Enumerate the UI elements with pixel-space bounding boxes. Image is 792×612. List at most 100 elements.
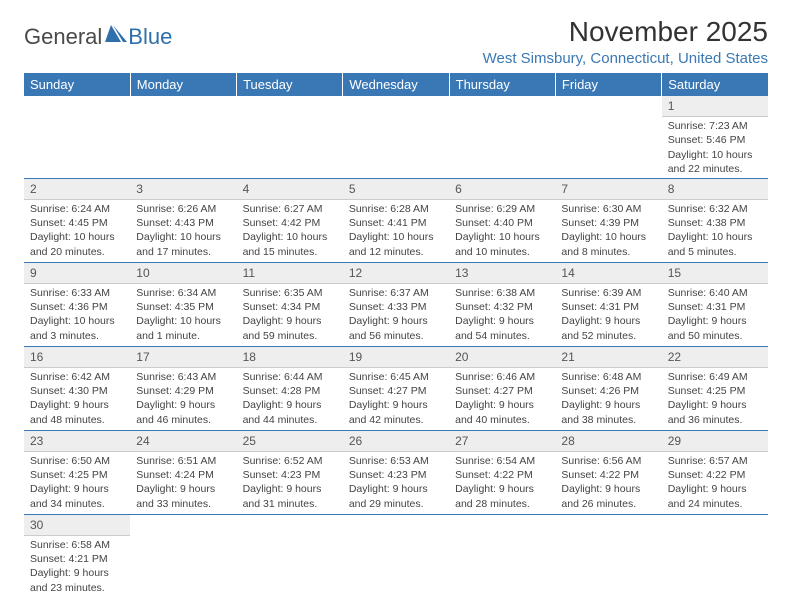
calendar-day-cell: 17Sunrise: 6:43 AMSunset: 4:29 PMDayligh… <box>130 346 236 430</box>
daylight-text: Daylight: 9 hours and 56 minutes. <box>349 314 443 342</box>
daylight-text: Daylight: 9 hours and 50 minutes. <box>668 314 762 342</box>
sunset-text: Sunset: 4:26 PM <box>561 384 655 398</box>
sunset-text: Sunset: 4:39 PM <box>561 216 655 230</box>
sunrise-text: Sunrise: 6:35 AM <box>243 286 337 300</box>
day-number: 19 <box>343 347 449 368</box>
sunrise-text: Sunrise: 6:44 AM <box>243 370 337 384</box>
calendar-day-cell: 25Sunrise: 6:52 AMSunset: 4:23 PMDayligh… <box>237 430 343 514</box>
sunrise-text: Sunrise: 7:23 AM <box>668 119 762 133</box>
daylight-text: Daylight: 9 hours and 33 minutes. <box>136 482 230 510</box>
day-number: 9 <box>24 263 130 284</box>
day-details: Sunrise: 6:50 AMSunset: 4:25 PMDaylight:… <box>24 452 130 513</box>
sunrise-text: Sunrise: 6:29 AM <box>455 202 549 216</box>
sunrise-text: Sunrise: 6:32 AM <box>668 202 762 216</box>
day-number: 27 <box>449 431 555 452</box>
day-details: Sunrise: 6:39 AMSunset: 4:31 PMDaylight:… <box>555 284 661 345</box>
daylight-text: Daylight: 9 hours and 44 minutes. <box>243 398 337 426</box>
day-number: 2 <box>24 179 130 200</box>
daylight-text: Daylight: 10 hours and 10 minutes. <box>455 230 549 258</box>
calendar-week-row: ............1Sunrise: 7:23 AMSunset: 5:4… <box>24 96 768 178</box>
sunset-text: Sunset: 4:34 PM <box>243 300 337 314</box>
daylight-text: Daylight: 9 hours and 34 minutes. <box>30 482 124 510</box>
sunrise-text: Sunrise: 6:45 AM <box>349 370 443 384</box>
weekday-header: Friday <box>555 73 661 96</box>
sunrise-text: Sunrise: 6:42 AM <box>30 370 124 384</box>
daylight-text: Daylight: 10 hours and 5 minutes. <box>668 230 762 258</box>
calendar-day-cell: .. <box>343 514 449 598</box>
day-number: 15 <box>662 263 768 284</box>
daylight-text: Daylight: 10 hours and 12 minutes. <box>349 230 443 258</box>
sunset-text: Sunset: 4:41 PM <box>349 216 443 230</box>
sunrise-text: Sunrise: 6:51 AM <box>136 454 230 468</box>
calendar-day-cell: 27Sunrise: 6:54 AMSunset: 4:22 PMDayligh… <box>449 430 555 514</box>
calendar-day-cell: 12Sunrise: 6:37 AMSunset: 4:33 PMDayligh… <box>343 262 449 346</box>
title-block: November 2025 West Simsbury, Connecticut… <box>483 16 768 67</box>
calendar-day-cell: 4Sunrise: 6:27 AMSunset: 4:42 PMDaylight… <box>237 178 343 262</box>
daylight-text: Daylight: 9 hours and 40 minutes. <box>455 398 549 426</box>
day-number: 1 <box>662 96 768 117</box>
day-number: 14 <box>555 263 661 284</box>
calendar-day-cell: .. <box>24 96 130 178</box>
sunset-text: Sunset: 4:23 PM <box>243 468 337 482</box>
sunset-text: Sunset: 4:22 PM <box>668 468 762 482</box>
calendar-day-cell: 19Sunrise: 6:45 AMSunset: 4:27 PMDayligh… <box>343 346 449 430</box>
calendar-day-cell: 13Sunrise: 6:38 AMSunset: 4:32 PMDayligh… <box>449 262 555 346</box>
calendar-day-cell: 3Sunrise: 6:26 AMSunset: 4:43 PMDaylight… <box>130 178 236 262</box>
daylight-text: Daylight: 10 hours and 20 minutes. <box>30 230 124 258</box>
daylight-text: Daylight: 9 hours and 26 minutes. <box>561 482 655 510</box>
calendar-day-cell: 8Sunrise: 6:32 AMSunset: 4:38 PMDaylight… <box>662 178 768 262</box>
sunset-text: Sunset: 4:31 PM <box>668 300 762 314</box>
daylight-text: Daylight: 9 hours and 52 minutes. <box>561 314 655 342</box>
sunset-text: Sunset: 4:42 PM <box>243 216 337 230</box>
calendar-day-cell: .. <box>130 96 236 178</box>
day-number: 4 <box>237 179 343 200</box>
daylight-text: Daylight: 9 hours and 54 minutes. <box>455 314 549 342</box>
calendar-day-cell: .. <box>555 514 661 598</box>
calendar-day-cell: .. <box>449 514 555 598</box>
sunset-text: Sunset: 4:32 PM <box>455 300 549 314</box>
page-header: General Blue November 2025 West Simsbury… <box>24 16 768 67</box>
daylight-text: Daylight: 10 hours and 3 minutes. <box>30 314 124 342</box>
calendar-day-cell: 24Sunrise: 6:51 AMSunset: 4:24 PMDayligh… <box>130 430 236 514</box>
calendar-week-row: 2Sunrise: 6:24 AMSunset: 4:45 PMDaylight… <box>24 178 768 262</box>
day-details: Sunrise: 6:49 AMSunset: 4:25 PMDaylight:… <box>662 368 768 429</box>
calendar-table: SundayMondayTuesdayWednesdayThursdayFrid… <box>24 73 768 598</box>
daylight-text: Daylight: 9 hours and 46 minutes. <box>136 398 230 426</box>
calendar-week-row: 23Sunrise: 6:50 AMSunset: 4:25 PMDayligh… <box>24 430 768 514</box>
day-details: Sunrise: 6:24 AMSunset: 4:45 PMDaylight:… <box>24 200 130 261</box>
sunset-text: Sunset: 4:21 PM <box>30 552 124 566</box>
daylight-text: Daylight: 10 hours and 15 minutes. <box>243 230 337 258</box>
calendar-day-cell: 18Sunrise: 6:44 AMSunset: 4:28 PMDayligh… <box>237 346 343 430</box>
day-details: Sunrise: 6:40 AMSunset: 4:31 PMDaylight:… <box>662 284 768 345</box>
day-details: Sunrise: 6:58 AMSunset: 4:21 PMDaylight:… <box>24 536 130 597</box>
day-details: Sunrise: 6:29 AMSunset: 4:40 PMDaylight:… <box>449 200 555 261</box>
day-number: 30 <box>24 515 130 536</box>
daylight-text: Daylight: 10 hours and 17 minutes. <box>136 230 230 258</box>
month-title: November 2025 <box>483 16 768 48</box>
sunrise-text: Sunrise: 6:37 AM <box>349 286 443 300</box>
day-number: 17 <box>130 347 236 368</box>
day-number: 23 <box>24 431 130 452</box>
sunset-text: Sunset: 4:23 PM <box>349 468 443 482</box>
calendar-day-cell: 23Sunrise: 6:50 AMSunset: 4:25 PMDayligh… <box>24 430 130 514</box>
sunrise-text: Sunrise: 6:57 AM <box>668 454 762 468</box>
calendar-day-cell: .. <box>237 514 343 598</box>
calendar-day-cell: 9Sunrise: 6:33 AMSunset: 4:36 PMDaylight… <box>24 262 130 346</box>
calendar-day-cell: 15Sunrise: 6:40 AMSunset: 4:31 PMDayligh… <box>662 262 768 346</box>
calendar-day-cell: 22Sunrise: 6:49 AMSunset: 4:25 PMDayligh… <box>662 346 768 430</box>
day-number: 18 <box>237 347 343 368</box>
sunrise-text: Sunrise: 6:54 AM <box>455 454 549 468</box>
day-details: Sunrise: 6:52 AMSunset: 4:23 PMDaylight:… <box>237 452 343 513</box>
sunrise-text: Sunrise: 6:26 AM <box>136 202 230 216</box>
daylight-text: Daylight: 9 hours and 36 minutes. <box>668 398 762 426</box>
sunset-text: Sunset: 4:43 PM <box>136 216 230 230</box>
sunrise-text: Sunrise: 6:33 AM <box>30 286 124 300</box>
sunrise-text: Sunrise: 6:52 AM <box>243 454 337 468</box>
weekday-header: Monday <box>130 73 236 96</box>
sunset-text: Sunset: 4:22 PM <box>455 468 549 482</box>
day-details: Sunrise: 6:43 AMSunset: 4:29 PMDaylight:… <box>130 368 236 429</box>
daylight-text: Daylight: 10 hours and 1 minute. <box>136 314 230 342</box>
calendar-day-cell: .. <box>662 514 768 598</box>
day-number: 29 <box>662 431 768 452</box>
calendar-day-cell: 30Sunrise: 6:58 AMSunset: 4:21 PMDayligh… <box>24 514 130 598</box>
